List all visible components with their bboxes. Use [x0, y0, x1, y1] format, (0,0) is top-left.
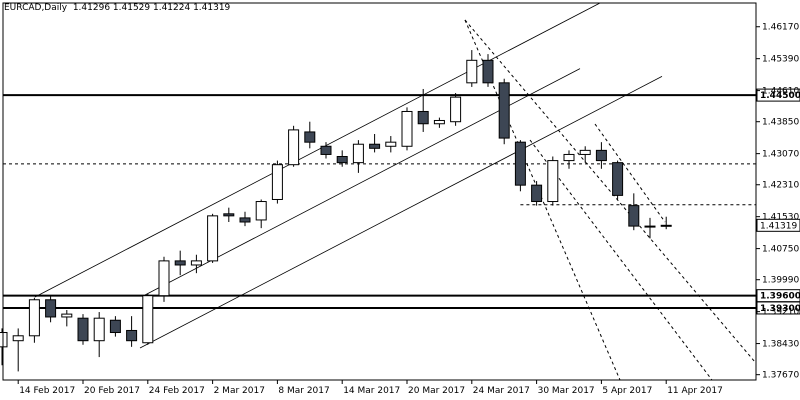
y-tick-label: 1.46170 [762, 23, 799, 33]
bear-candle-body [644, 225, 656, 228]
bull-candle-body [255, 201, 267, 221]
bear-candle-body [109, 319, 121, 334]
bull-candle-body [28, 299, 40, 337]
bear-candle-body [126, 329, 138, 342]
price-level-label: 1.39300 [760, 304, 800, 314]
y-tick-label: 1.45390 [762, 55, 799, 65]
current-price-label: 1.41319 [760, 221, 797, 231]
symbol-timeframe: EURCAD,Daily [4, 3, 68, 13]
down-trend-line [464, 19, 621, 381]
channel-line [34, 2, 601, 298]
bear-candle-body [369, 143, 381, 149]
x-tick-label: 8 Mar 2017 [278, 386, 329, 396]
bull-candle-body [466, 59, 478, 84]
y-tick-label: 1.42310 [762, 181, 799, 191]
ohlc-readout: 1.41296 1.41529 1.41224 1.41319 [72, 3, 231, 13]
bear-candle-body [498, 82, 510, 139]
bull-candle-body [271, 164, 283, 200]
x-tick-label: 14 Mar 2017 [343, 386, 400, 396]
channel-line [139, 76, 663, 349]
down-trend-line [529, 139, 713, 381]
bear-candle-body [514, 141, 526, 186]
bear-candle-body [417, 110, 429, 125]
y-tick-label: 1.44610 [762, 87, 799, 97]
bear-candle-body [223, 213, 235, 217]
price-level-box [756, 88, 800, 102]
y-tick-label: 1.43070 [762, 150, 799, 160]
price-level-label: 1.44500 [760, 91, 800, 101]
down-trend-line [464, 19, 756, 363]
bull-candle-body [352, 143, 364, 164]
bear-candle-body [174, 260, 186, 266]
plot-frame [2, 2, 757, 381]
bull-candle-body [433, 119, 445, 125]
price-level-box [756, 301, 800, 315]
x-tick-label: 24 Mar 2017 [473, 386, 530, 396]
y-tick-label: 1.41530 [762, 213, 799, 223]
y-tick-label: 1.40750 [762, 245, 799, 255]
chart-title: EURCAD,Daily 1.41296 1.41529 1.41224 1.4… [4, 3, 230, 13]
x-tick-label: 24 Feb 2017 [149, 386, 205, 396]
y-tick-label: 1.38430 [762, 340, 799, 350]
price-level-label: 1.39600 [760, 292, 800, 302]
bull-candle-body [142, 295, 154, 344]
x-tick-label: 20 Mar 2017 [408, 386, 465, 396]
bull-candle-body [93, 317, 105, 342]
bear-candle-body [320, 145, 332, 155]
x-tick-label: 2 Mar 2017 [214, 386, 265, 396]
bull-candle-body [61, 313, 73, 318]
bull-candle-body [450, 96, 462, 123]
bull-candle-body [158, 260, 170, 297]
bear-candle-body [531, 184, 543, 203]
x-tick-label: 5 Apr 2017 [602, 386, 652, 396]
bull-candle-body [288, 129, 300, 166]
current-price-box [756, 218, 800, 232]
bear-candle-body [595, 149, 607, 162]
bull-candle-body [12, 335, 24, 342]
bull-candle-body [385, 141, 397, 147]
bear-candle-body [77, 317, 89, 342]
bull-candle-body [563, 153, 575, 162]
bull-candle-body [401, 110, 413, 147]
bull-candle-body [547, 160, 559, 203]
x-tick-label: 11 Apr 2017 [667, 386, 723, 396]
bull-candle-body [660, 224, 672, 227]
bear-candle-body [336, 156, 348, 164]
x-tick-label: 20 Feb 2017 [84, 386, 140, 396]
y-tick-label: 1.39210 [762, 308, 799, 318]
bull-candle-body [190, 260, 202, 266]
bear-candle-body [612, 162, 624, 196]
x-tick-label: 30 Mar 2017 [538, 386, 595, 396]
bear-candle-body [304, 131, 316, 143]
y-tick-label: 1.43850 [762, 118, 799, 128]
bull-candle-body [207, 215, 219, 262]
bull-candle-body [579, 149, 591, 155]
down-trend-line [594, 123, 666, 223]
bear-candle-body [45, 299, 57, 318]
y-tick-label: 1.39990 [762, 276, 799, 286]
y-tick-label: 1.37670 [762, 371, 799, 381]
x-tick-label: 14 Feb 2017 [19, 386, 75, 396]
bear-candle-body [239, 217, 251, 223]
bear-candle-body [628, 205, 640, 227]
bear-candle-body [482, 59, 494, 84]
